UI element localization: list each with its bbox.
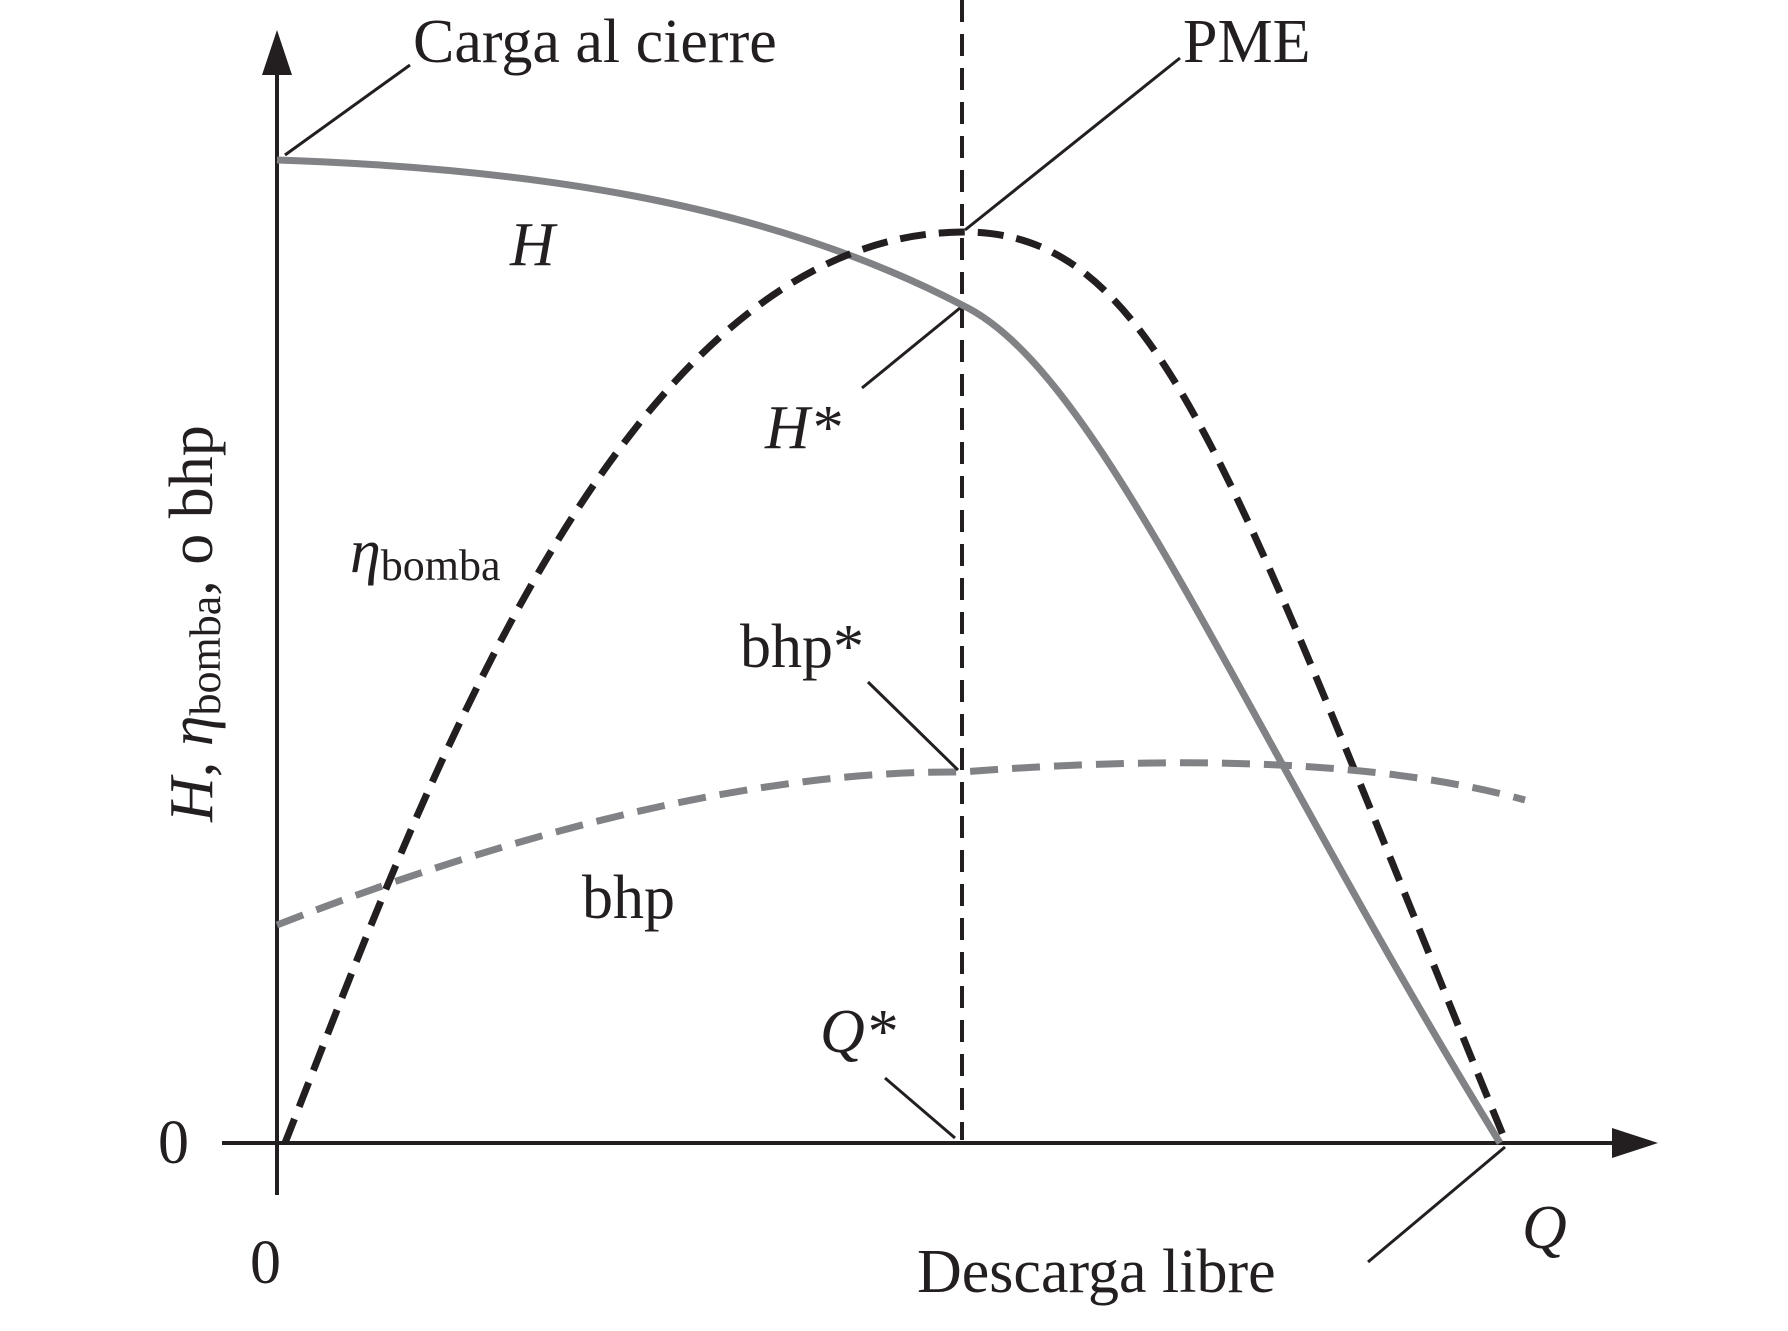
x-origin-label: 0 [250, 1229, 281, 1297]
head-star-label: H* [764, 394, 841, 462]
x-axis-label: Q [1522, 1194, 1567, 1262]
bhp-star-label: bhp* [740, 613, 864, 681]
x-axis-arrowhead [1612, 1128, 1658, 1158]
y-axis-separator: , [158, 746, 226, 777]
q-star-leader [884, 1076, 956, 1140]
shutoff-head-label: Carga al cierre [413, 8, 777, 76]
efficiency-symbol: η [350, 518, 381, 586]
efficiency-curve-label: ηbomba [350, 518, 501, 590]
efficiency-curve [281, 228, 1509, 1145]
y-axis-head-symbol: H [158, 774, 226, 823]
bep-label: PME [1183, 8, 1310, 76]
free-delivery-leader [1367, 1145, 1506, 1264]
y-axis-eta-subscript: bomba [181, 596, 230, 716]
q-star-label: Q* [820, 998, 896, 1066]
y-axis-arrowhead [262, 30, 292, 75]
y-axis-eta-symbol: η [158, 715, 226, 746]
y-axis-rest: , o bhp [158, 425, 226, 596]
efficiency-subscript: bomba [381, 541, 501, 590]
free-delivery-label: Descarga libre [917, 1238, 1276, 1306]
head-curve-label: H [509, 211, 558, 279]
bhp-curve [275, 759, 1526, 929]
head-star-leader [861, 306, 961, 390]
head-curve [276, 156, 1503, 1145]
leader-lines [284, 56, 1506, 1264]
y-origin-label: 0 [158, 1109, 189, 1177]
bep-leader [964, 56, 1181, 232]
bhp-curve-label: bhp [582, 864, 675, 932]
shutoff-head-leader [284, 63, 411, 157]
bhp-star-leader [866, 680, 960, 772]
axes [222, 65, 1625, 1195]
y-axis-label: H, ηbomba, o bhp [158, 425, 230, 823]
